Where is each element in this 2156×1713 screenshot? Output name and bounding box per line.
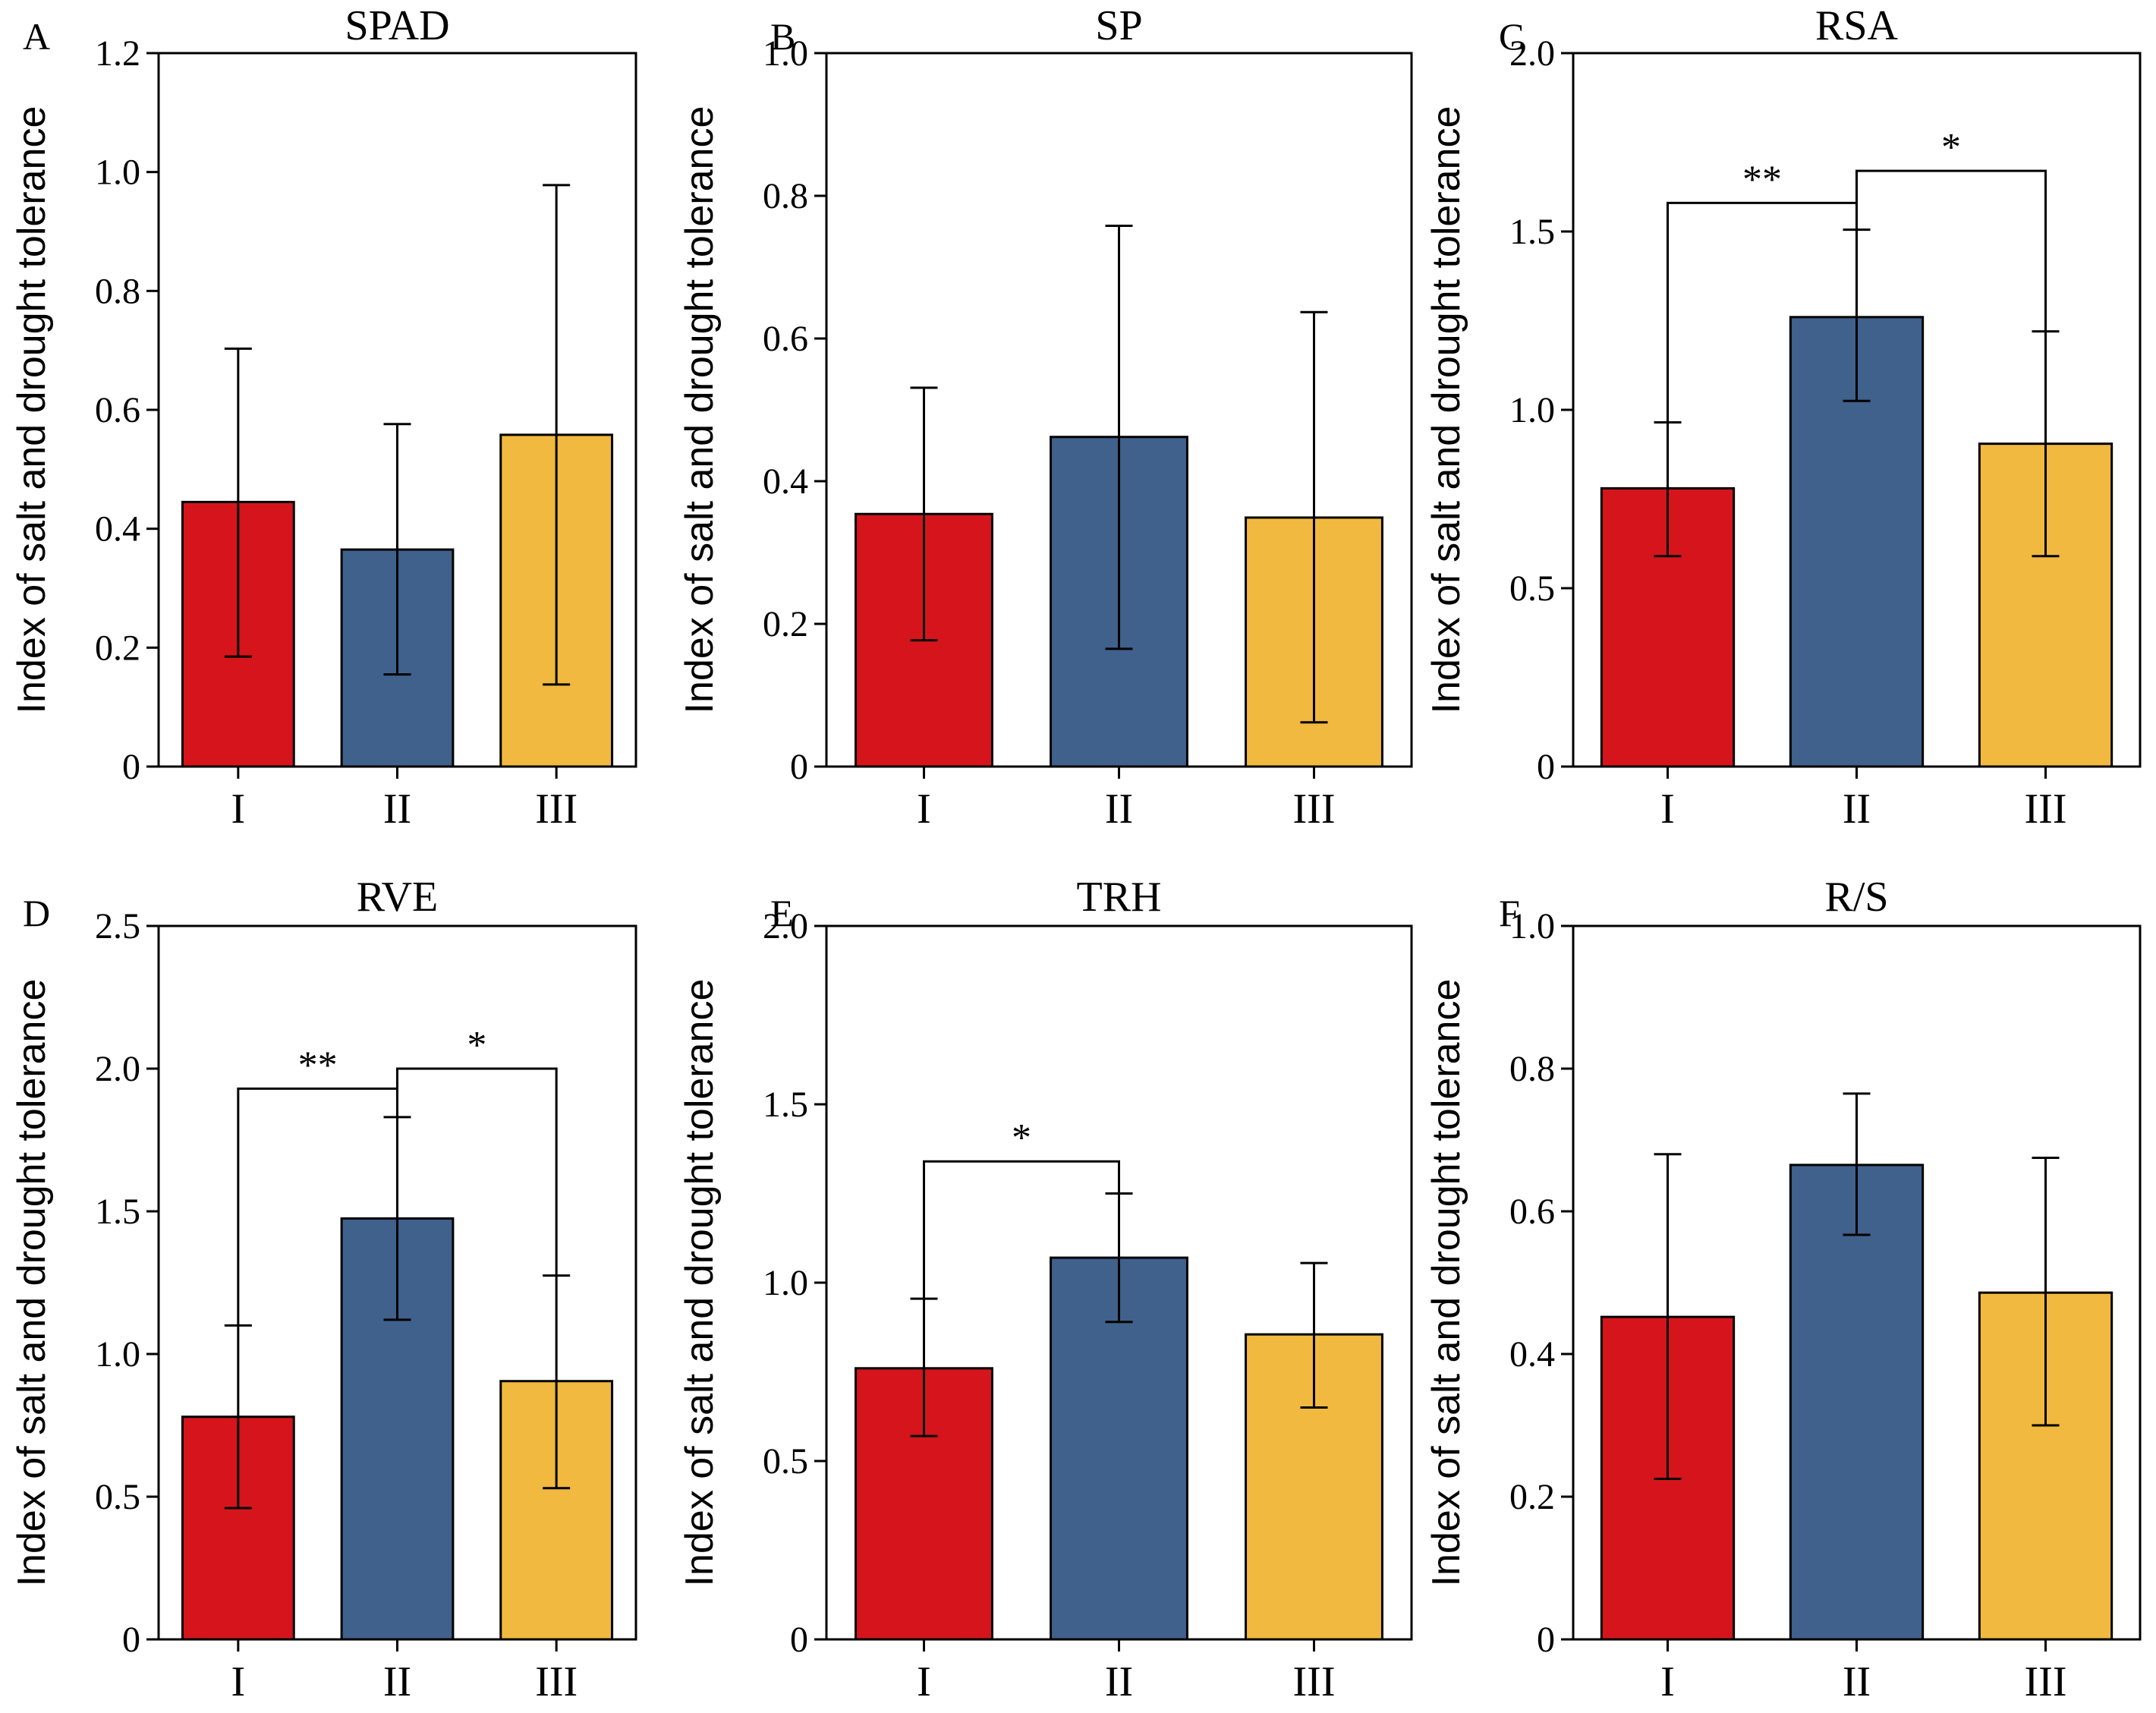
x-tick-label: I [917, 786, 931, 833]
chart-title: RSA [1815, 2, 1898, 49]
x-tick-label: I [1660, 786, 1675, 833]
panel-letter: C [1499, 15, 1524, 58]
x-tick-label: III [2025, 1658, 2067, 1705]
y-tick-label: 0.4 [763, 461, 808, 502]
significance-bracket [1855, 169, 2047, 332]
x-tick-label: III [1293, 1658, 1336, 1705]
y-tick-label: 1.0 [1509, 390, 1555, 430]
x-tick-label: II [1843, 1658, 1871, 1705]
x-tick-label: II [1843, 786, 1871, 833]
significance-label: * [1012, 1116, 1031, 1160]
y-tick-label: 2.0 [1509, 33, 1555, 74]
y-tick-label: 0.6 [1509, 1192, 1555, 1232]
x-tick-label: I [1660, 1658, 1675, 1705]
y-tick-label: 2.0 [763, 906, 808, 946]
y-tick-label: 0.2 [1509, 1477, 1555, 1517]
y-tick-label: 0.8 [1509, 1049, 1555, 1089]
y-tick-label: 0.5 [95, 1477, 140, 1517]
x-tick-label: III [535, 786, 578, 833]
significance-bracket [396, 1067, 558, 1276]
y-tick-label: 0 [122, 747, 140, 787]
bar [1789, 1164, 1925, 1641]
chart-title: TRH [1077, 874, 1162, 921]
x-tick-label: I [231, 1658, 246, 1705]
y-axis-label: Index of salt and drought tolerance [678, 106, 722, 714]
y-tick-label: 2.5 [95, 906, 140, 946]
chart-title: RVE [357, 874, 439, 921]
y-tick-label: 1.0 [95, 1334, 140, 1374]
significance-label: * [467, 1024, 486, 1067]
y-tick-label: 2.0 [95, 1049, 140, 1089]
chart-title: R/S [1824, 874, 1888, 921]
y-tick-label: 0.2 [763, 604, 808, 644]
x-tick-label: I [231, 786, 246, 833]
chart-title: SP [1095, 2, 1142, 49]
y-tick-label: 0.6 [95, 390, 140, 430]
y-tick-label: 0 [1537, 747, 1555, 787]
x-tick-label: II [1105, 1658, 1133, 1705]
y-tick-label: 1.0 [763, 33, 808, 74]
y-tick-label: 0.5 [763, 1441, 808, 1482]
y-axis-label: Index of salt and drought tolerance [10, 979, 54, 1587]
y-axis-label: Index of salt and drought tolerance [1424, 106, 1468, 714]
significance-bracket [923, 1160, 1120, 1299]
y-tick-label: 1.5 [95, 1192, 140, 1232]
y-tick-label: 1.2 [95, 33, 140, 74]
y-tick-label: 0.5 [1509, 568, 1555, 609]
y-tick-label: 1.5 [1509, 212, 1555, 252]
x-tick-label: III [1293, 786, 1336, 833]
y-tick-label: 0 [1537, 1620, 1555, 1660]
x-tick-label: II [1105, 786, 1133, 833]
panel-letter: F [1499, 892, 1520, 934]
y-tick-label: 1.5 [763, 1085, 808, 1125]
significance-label: ** [1742, 158, 1782, 201]
y-tick-label: 0.8 [763, 176, 808, 216]
panel-letter: A [23, 15, 50, 58]
y-tick-label: 1.0 [1509, 906, 1555, 946]
x-tick-label: III [2025, 786, 2067, 833]
y-tick-label: 0.6 [763, 319, 808, 359]
y-tick-label: 0 [790, 747, 808, 787]
y-tick-label: 1.0 [95, 153, 140, 193]
y-tick-label: 0.4 [1509, 1334, 1555, 1374]
y-tick-label: 0 [790, 1620, 808, 1660]
y-tick-label: 1.0 [763, 1263, 808, 1303]
y-axis-label: Index of salt and drought tolerance [678, 979, 722, 1587]
x-tick-label: III [535, 1658, 578, 1705]
x-tick-label: I [917, 1658, 931, 1705]
x-tick-label: II [383, 1658, 411, 1705]
x-tick-label: II [383, 786, 411, 833]
y-tick-label: 0.4 [95, 509, 140, 549]
y-tick-label: 0.8 [95, 271, 140, 311]
y-tick-label: 0.2 [95, 628, 140, 668]
y-tick-label: 0 [122, 1620, 140, 1660]
panel-letter: B [770, 15, 795, 58]
bar [1245, 1333, 1383, 1641]
significance-label: ** [298, 1044, 338, 1087]
y-axis-label: Index of salt and drought tolerance [1424, 979, 1468, 1587]
significance-label: * [1941, 126, 1961, 169]
chart-title: SPAD [345, 2, 449, 49]
panel-letter: D [23, 892, 50, 934]
y-axis-label: Index of salt and drought tolerance [10, 106, 54, 714]
panel-letter: E [770, 892, 794, 934]
